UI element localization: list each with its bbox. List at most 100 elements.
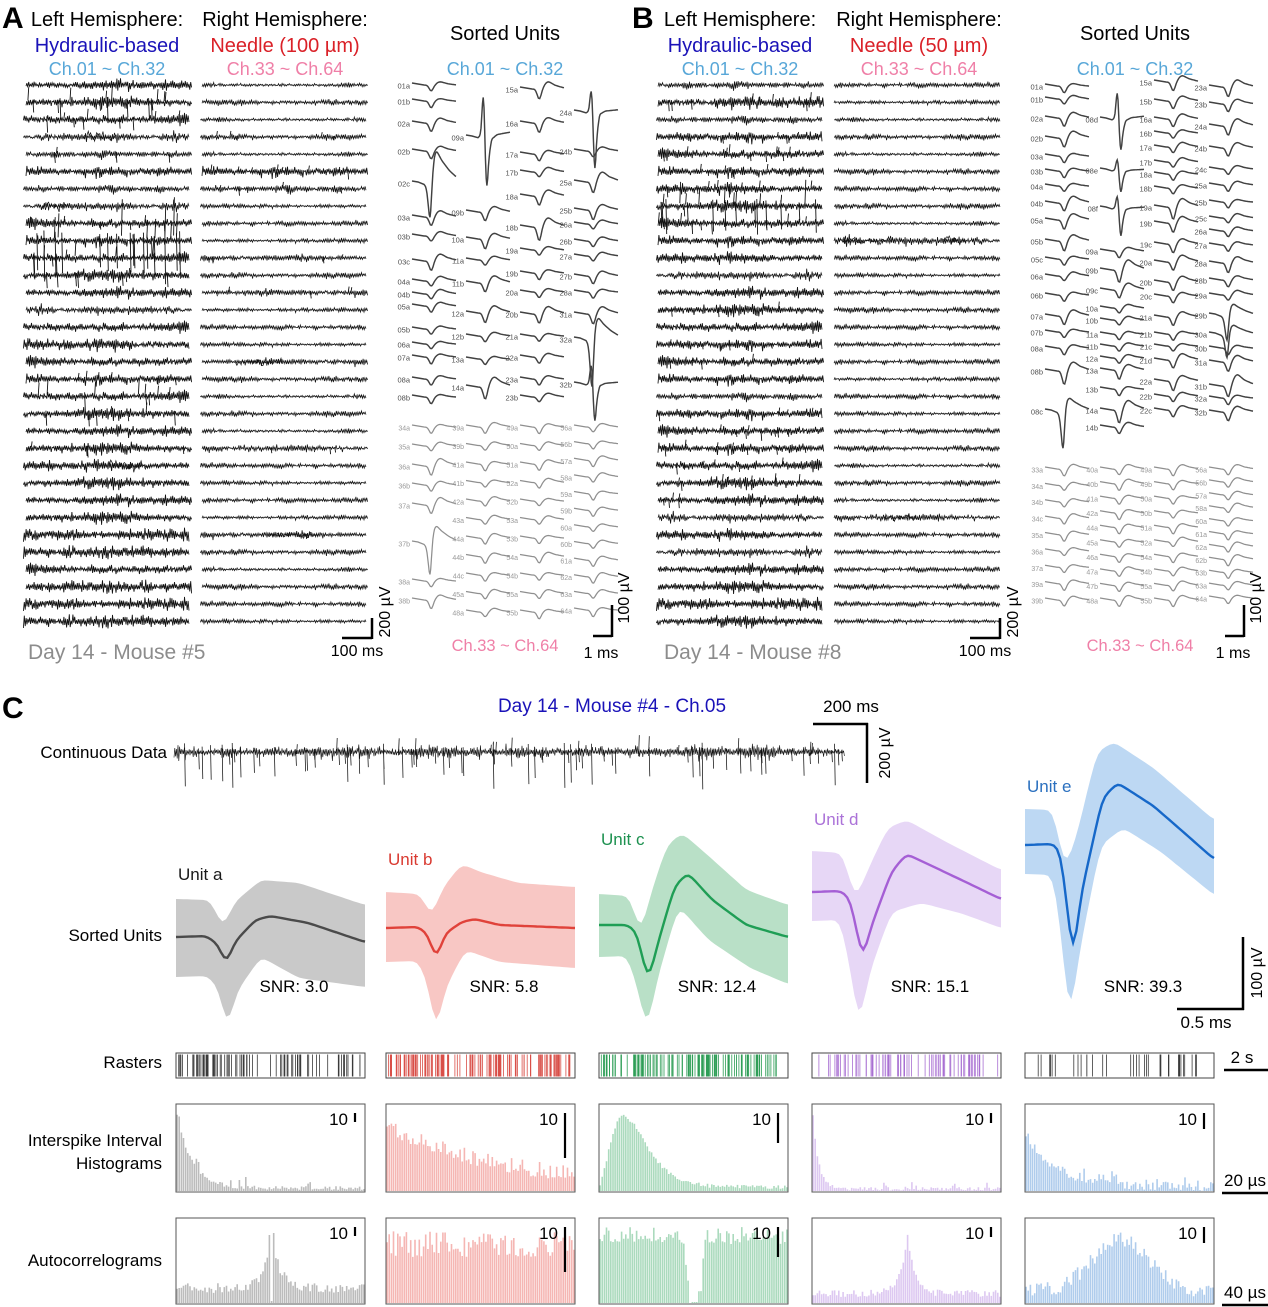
svg-text:19a: 19a xyxy=(1139,204,1152,213)
svg-text:50a: 50a xyxy=(506,444,518,451)
svg-text:Sorted Units: Sorted Units xyxy=(68,926,162,945)
svg-text:25c: 25c xyxy=(1195,215,1207,224)
svg-text:08e: 08e xyxy=(1085,167,1098,176)
svg-text:31a: 31a xyxy=(1194,359,1207,368)
svg-text:56b: 56b xyxy=(1195,480,1207,487)
svg-text:200 µV: 200 µV xyxy=(877,727,894,778)
svg-text:Interspike Interval: Interspike Interval xyxy=(28,1131,162,1150)
svg-text:40 µs: 40 µs xyxy=(1224,1283,1266,1302)
svg-text:C: C xyxy=(2,692,24,725)
svg-text:27b: 27b xyxy=(559,273,572,282)
svg-text:13a: 13a xyxy=(451,356,464,365)
svg-text:36b: 36b xyxy=(398,484,410,491)
svg-text:22b: 22b xyxy=(1139,393,1152,402)
svg-text:10a: 10a xyxy=(1085,305,1098,314)
svg-text:54b: 54b xyxy=(506,574,518,581)
svg-text:63b: 63b xyxy=(1195,571,1207,578)
svg-text:1 ms: 1 ms xyxy=(1216,645,1251,662)
svg-text:100 ms: 100 ms xyxy=(959,643,1011,660)
svg-text:23a: 23a xyxy=(1194,84,1207,93)
svg-text:24a: 24a xyxy=(559,109,572,118)
svg-text:56a: 56a xyxy=(560,426,572,433)
svg-text:23a: 23a xyxy=(505,376,518,385)
svg-text:15b: 15b xyxy=(1139,98,1152,107)
svg-text:34c: 34c xyxy=(1032,517,1044,524)
svg-text:20a: 20a xyxy=(505,289,518,298)
svg-text:31b: 31b xyxy=(1194,383,1207,392)
svg-text:62a: 62a xyxy=(560,575,572,582)
svg-text:24b: 24b xyxy=(559,148,572,157)
svg-text:21c: 21c xyxy=(1140,343,1152,352)
svg-text:25b: 25b xyxy=(1194,199,1207,208)
svg-text:Ch.33 ~ Ch.64: Ch.33 ~ Ch.64 xyxy=(861,59,978,79)
svg-text:37a: 37a xyxy=(398,504,410,511)
svg-text:44c: 44c xyxy=(453,574,465,581)
svg-text:Ch.33 ~ Ch.64: Ch.33 ~ Ch.64 xyxy=(227,59,344,79)
svg-text:22a: 22a xyxy=(505,354,518,363)
svg-text:07a: 07a xyxy=(1030,313,1043,322)
svg-text:0.5 ms: 0.5 ms xyxy=(1180,1013,1231,1032)
svg-text:10: 10 xyxy=(539,1224,558,1243)
svg-text:10: 10 xyxy=(329,1110,348,1129)
svg-text:39b: 39b xyxy=(452,444,464,451)
svg-text:19c: 19c xyxy=(1140,241,1152,250)
svg-text:100 µV: 100 µV xyxy=(1249,947,1266,998)
svg-text:05a: 05a xyxy=(397,303,410,312)
svg-text:100 µV: 100 µV xyxy=(616,572,633,623)
svg-text:01a: 01a xyxy=(397,82,410,91)
svg-text:24a: 24a xyxy=(1194,123,1207,132)
svg-text:17a: 17a xyxy=(505,151,518,160)
svg-text:10b: 10b xyxy=(1085,317,1098,326)
svg-text:Autocorrelograms: Autocorrelograms xyxy=(28,1251,162,1270)
svg-text:29b: 29b xyxy=(1194,312,1207,321)
svg-text:20c: 20c xyxy=(1140,293,1152,302)
svg-text:18b: 18b xyxy=(505,224,518,233)
svg-text:57a: 57a xyxy=(1195,493,1207,500)
svg-text:28a: 28a xyxy=(1194,260,1207,269)
svg-text:47b: 47b xyxy=(1086,584,1098,591)
svg-text:32b: 32b xyxy=(559,381,572,390)
svg-text:62a: 62a xyxy=(1195,545,1207,552)
svg-text:27a: 27a xyxy=(559,253,572,262)
svg-text:29a: 29a xyxy=(1194,292,1207,301)
svg-text:11b: 11b xyxy=(452,280,464,289)
svg-text:2 s: 2 s xyxy=(1231,1048,1254,1067)
svg-text:50a: 50a xyxy=(1140,497,1152,504)
svg-text:Ch.01 ~ Ch.32: Ch.01 ~ Ch.32 xyxy=(49,59,166,79)
svg-text:12a: 12a xyxy=(451,310,464,319)
svg-text:28a: 28a xyxy=(559,289,572,298)
svg-text:Unit a: Unit a xyxy=(178,865,223,884)
svg-text:09a: 09a xyxy=(1085,248,1098,257)
svg-text:21d: 21d xyxy=(1139,357,1152,366)
svg-text:55b: 55b xyxy=(506,611,518,618)
svg-text:09b: 09b xyxy=(1085,267,1098,276)
svg-text:16a: 16a xyxy=(505,120,518,129)
svg-text:1 ms: 1 ms xyxy=(584,645,619,662)
svg-text:Ch.01 ~ Ch.32: Ch.01 ~ Ch.32 xyxy=(682,59,799,79)
svg-text:20b: 20b xyxy=(505,311,518,320)
svg-text:14a: 14a xyxy=(451,384,464,393)
svg-text:11a: 11a xyxy=(452,257,465,266)
svg-text:04a: 04a xyxy=(1030,183,1043,192)
svg-text:200 µV: 200 µV xyxy=(377,586,394,637)
svg-text:10a: 10a xyxy=(451,236,464,245)
svg-text:23b: 23b xyxy=(505,394,518,403)
svg-text:24c: 24c xyxy=(1195,166,1207,175)
svg-text:17b: 17b xyxy=(505,169,518,178)
svg-text:53a: 53a xyxy=(506,518,518,525)
svg-text:33a: 33a xyxy=(1031,468,1043,475)
svg-text:46a: 46a xyxy=(1086,555,1098,562)
svg-text:16b: 16b xyxy=(1139,130,1152,139)
svg-text:18b: 18b xyxy=(1139,185,1152,194)
svg-text:03b: 03b xyxy=(1030,168,1043,177)
svg-text:61a: 61a xyxy=(1195,532,1207,539)
svg-text:22a: 22a xyxy=(1139,378,1152,387)
svg-text:18a: 18a xyxy=(1139,171,1152,180)
svg-text:11a: 11a xyxy=(1086,331,1099,340)
svg-text:60b: 60b xyxy=(560,542,572,549)
svg-text:25b: 25b xyxy=(559,207,572,216)
svg-text:Continuous Data: Continuous Data xyxy=(40,743,167,762)
svg-text:51a: 51a xyxy=(506,463,518,470)
svg-text:200 µV: 200 µV xyxy=(1005,586,1022,637)
svg-text:20b: 20b xyxy=(1139,279,1152,288)
